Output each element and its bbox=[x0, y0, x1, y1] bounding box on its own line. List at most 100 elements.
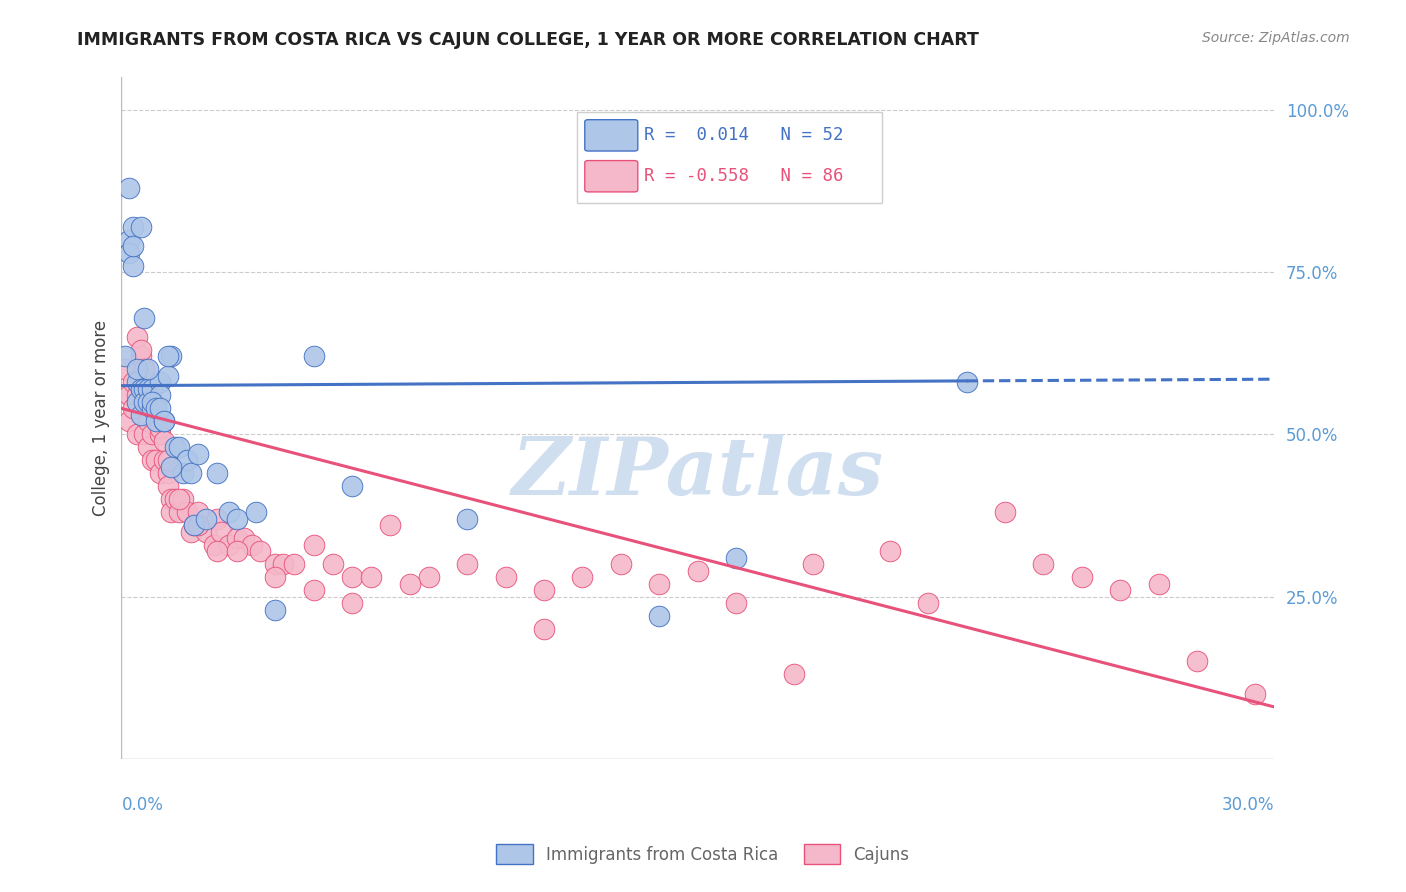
Point bbox=[194, 511, 217, 525]
Point bbox=[456, 557, 478, 571]
Point bbox=[264, 570, 287, 584]
Point bbox=[1109, 583, 1132, 598]
Point bbox=[209, 524, 232, 539]
Point bbox=[283, 557, 305, 571]
Point bbox=[138, 382, 160, 396]
Point bbox=[176, 453, 198, 467]
Point bbox=[118, 245, 141, 260]
Point bbox=[207, 467, 229, 481]
Point bbox=[172, 492, 194, 507]
Point bbox=[134, 395, 156, 409]
Point bbox=[145, 414, 167, 428]
Point bbox=[138, 414, 160, 428]
Point bbox=[160, 492, 183, 507]
Point bbox=[141, 395, 163, 409]
Point bbox=[149, 421, 172, 435]
Point bbox=[176, 505, 198, 519]
Point bbox=[245, 505, 267, 519]
Point bbox=[125, 427, 148, 442]
Point bbox=[725, 596, 748, 610]
Point bbox=[187, 447, 209, 461]
Point bbox=[533, 622, 555, 636]
Point bbox=[152, 434, 174, 448]
Point bbox=[180, 524, 202, 539]
Point bbox=[225, 531, 247, 545]
Point bbox=[187, 518, 209, 533]
Point bbox=[340, 479, 363, 493]
Point bbox=[218, 538, 240, 552]
Point bbox=[956, 376, 979, 390]
FancyBboxPatch shape bbox=[576, 112, 882, 203]
Point bbox=[1147, 576, 1170, 591]
Point bbox=[125, 395, 148, 409]
Point bbox=[418, 570, 440, 584]
Point bbox=[141, 427, 163, 442]
Point bbox=[149, 388, 172, 402]
Point bbox=[207, 511, 229, 525]
Point bbox=[138, 395, 160, 409]
Point bbox=[114, 362, 136, 376]
Point bbox=[180, 467, 202, 481]
Point bbox=[118, 414, 141, 428]
Point bbox=[134, 395, 156, 409]
Point bbox=[125, 330, 148, 344]
Point bbox=[138, 362, 160, 376]
Text: R = -0.558   N = 86: R = -0.558 N = 86 bbox=[644, 167, 844, 186]
Point bbox=[138, 382, 160, 396]
Point bbox=[122, 219, 145, 234]
Point bbox=[134, 362, 156, 376]
Point bbox=[340, 596, 363, 610]
Point bbox=[125, 388, 148, 402]
Point bbox=[398, 576, 420, 591]
Point bbox=[165, 492, 187, 507]
Point bbox=[725, 550, 748, 565]
Point bbox=[145, 408, 167, 422]
Point bbox=[145, 453, 167, 467]
Point bbox=[156, 368, 179, 383]
Point bbox=[141, 395, 163, 409]
Point bbox=[167, 492, 190, 507]
Point bbox=[360, 570, 382, 584]
Point bbox=[129, 382, 152, 396]
Point bbox=[129, 219, 152, 234]
Text: R =  0.014   N = 52: R = 0.014 N = 52 bbox=[644, 127, 844, 145]
Point bbox=[149, 427, 172, 442]
Point bbox=[207, 544, 229, 558]
Point bbox=[456, 511, 478, 525]
Point bbox=[156, 453, 179, 467]
Point bbox=[1243, 687, 1265, 701]
Point bbox=[183, 518, 205, 533]
Point bbox=[138, 440, 160, 454]
Point bbox=[129, 343, 152, 357]
FancyBboxPatch shape bbox=[585, 161, 638, 192]
Text: 30.0%: 30.0% bbox=[1222, 797, 1274, 814]
Point bbox=[879, 544, 901, 558]
Text: IMMIGRANTS FROM COSTA RICA VS CAJUN COLLEGE, 1 YEAR OR MORE CORRELATION CHART: IMMIGRANTS FROM COSTA RICA VS CAJUN COLL… bbox=[77, 31, 979, 49]
Point bbox=[783, 667, 806, 681]
Point bbox=[134, 427, 156, 442]
Point bbox=[1185, 655, 1208, 669]
Point bbox=[167, 505, 190, 519]
Point bbox=[1071, 570, 1094, 584]
Point bbox=[149, 376, 172, 390]
Point bbox=[167, 440, 190, 454]
Point bbox=[225, 544, 247, 558]
Point bbox=[141, 401, 163, 416]
Point bbox=[240, 538, 263, 552]
Point bbox=[610, 557, 633, 571]
Point bbox=[122, 239, 145, 253]
Point bbox=[160, 505, 183, 519]
Text: Source: ZipAtlas.com: Source: ZipAtlas.com bbox=[1202, 31, 1350, 45]
Point bbox=[571, 570, 593, 584]
Legend: Immigrants from Costa Rica, Cajuns: Immigrants from Costa Rica, Cajuns bbox=[489, 838, 917, 871]
Point bbox=[125, 376, 148, 390]
Point bbox=[152, 453, 174, 467]
Point bbox=[225, 511, 247, 525]
Point bbox=[994, 505, 1017, 519]
Point bbox=[249, 544, 271, 558]
Point bbox=[141, 453, 163, 467]
Point bbox=[233, 531, 256, 545]
Point bbox=[322, 557, 344, 571]
Point bbox=[194, 524, 217, 539]
Text: ZIPatlas: ZIPatlas bbox=[512, 434, 884, 511]
